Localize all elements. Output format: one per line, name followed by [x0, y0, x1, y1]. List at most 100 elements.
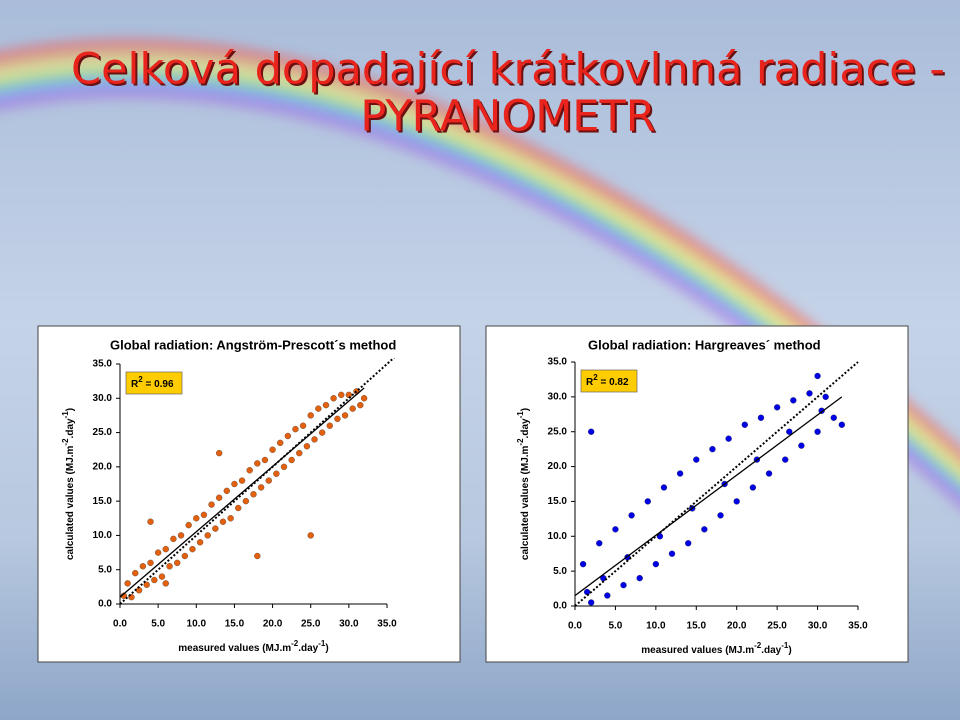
point	[177, 532, 185, 539]
point	[139, 563, 147, 570]
point	[208, 501, 215, 508]
point	[741, 421, 748, 428]
point	[151, 576, 158, 584]
label-part: calculated values (MJ.m	[65, 445, 76, 560]
x-tick-label: 25.0	[767, 621, 787, 632]
point	[612, 526, 619, 533]
point	[330, 395, 337, 402]
superscript: -2	[61, 438, 70, 446]
point	[147, 559, 154, 567]
point	[319, 429, 326, 436]
point	[360, 395, 368, 402]
point	[250, 491, 257, 498]
point	[322, 401, 330, 409]
y-tick-label: 30.0	[93, 393, 113, 404]
label-part: )	[65, 408, 76, 411]
point	[235, 504, 242, 512]
point	[166, 563, 173, 570]
y-tick-label: 15.0	[548, 496, 568, 507]
label-part: = 0.82	[598, 377, 629, 388]
x-tick-label: 10.0	[646, 621, 666, 632]
point	[668, 550, 676, 557]
point	[338, 391, 345, 399]
label-part: )	[788, 645, 791, 656]
point	[701, 526, 708, 533]
point	[299, 422, 307, 429]
point	[162, 545, 169, 553]
point	[196, 539, 204, 546]
point	[636, 574, 643, 582]
label-part: measured values (MJ.m	[178, 643, 291, 654]
superscript: 2	[593, 373, 598, 382]
point	[717, 512, 724, 519]
y-tick-label: 10.0	[548, 531, 568, 542]
point	[200, 511, 208, 519]
point	[830, 414, 837, 421]
point	[296, 449, 303, 457]
superscript: -2	[754, 641, 762, 650]
point	[277, 439, 284, 447]
x-tick-label: 20.0	[727, 621, 747, 632]
point	[219, 518, 227, 525]
point	[158, 573, 166, 580]
point	[604, 592, 611, 599]
label-part: measured values (MJ.m	[641, 645, 754, 656]
point	[311, 436, 318, 443]
point	[254, 552, 261, 560]
x-tick-label: 25.0	[301, 619, 321, 630]
label-part: )	[520, 408, 531, 411]
point	[693, 456, 700, 463]
superscript: -1	[781, 641, 789, 650]
y-tick-label: 35.0	[548, 357, 568, 368]
point	[269, 446, 276, 453]
point	[132, 569, 139, 577]
point	[725, 435, 732, 442]
point	[733, 498, 740, 505]
point	[265, 477, 272, 484]
point	[189, 545, 196, 553]
point	[315, 405, 322, 412]
point	[212, 525, 219, 532]
y-axis-label: calculated values (MJ.m-2.day-1)	[516, 408, 531, 560]
x-tick-label: 30.0	[339, 619, 359, 630]
label-part: = 0.96	[143, 379, 174, 390]
label-part: .day	[65, 418, 76, 438]
point	[757, 414, 765, 421]
line	[120, 358, 395, 605]
point	[238, 477, 246, 484]
point	[147, 518, 154, 525]
point	[288, 456, 295, 464]
point	[660, 484, 668, 491]
x-tick-label: 35.0	[377, 619, 397, 630]
point	[798, 442, 805, 449]
point	[628, 512, 635, 519]
title-shadow: PYRANOMETR	[362, 94, 657, 144]
annotation: R2 = 0.96	[131, 375, 174, 390]
point	[231, 480, 238, 488]
x-tick-label: 35.0	[848, 621, 868, 632]
x-tick-label: 15.0	[225, 619, 245, 630]
annotation-box	[125, 371, 183, 395]
point	[307, 532, 314, 539]
x-tick-label: 0.0	[113, 619, 127, 630]
title-shadow: Celková dopadající krátkovlnná radiace -	[73, 47, 947, 97]
point	[181, 552, 188, 560]
point	[676, 470, 684, 477]
chart: Global radiation: Hargreaves´ method 0.0 5…	[485, 325, 909, 663]
point	[303, 443, 311, 450]
point	[257, 484, 265, 491]
y-tick-label: 15.0	[93, 496, 113, 507]
point	[216, 494, 223, 501]
point	[749, 484, 757, 491]
y-tick-label: 0.0	[98, 599, 112, 610]
point	[620, 581, 627, 589]
line	[575, 396, 843, 597]
y-tick-label: 5.0	[553, 566, 567, 577]
annotation: R2 = 0.82	[586, 373, 629, 388]
x-tick-label: 5.0	[151, 619, 165, 630]
slide-title: Celková dopadající krátkovlnná radiace -	[71, 45, 945, 95]
y-tick-label: 10.0	[93, 530, 113, 541]
point	[280, 463, 288, 471]
label-part: .day	[298, 643, 318, 654]
point	[782, 456, 789, 463]
